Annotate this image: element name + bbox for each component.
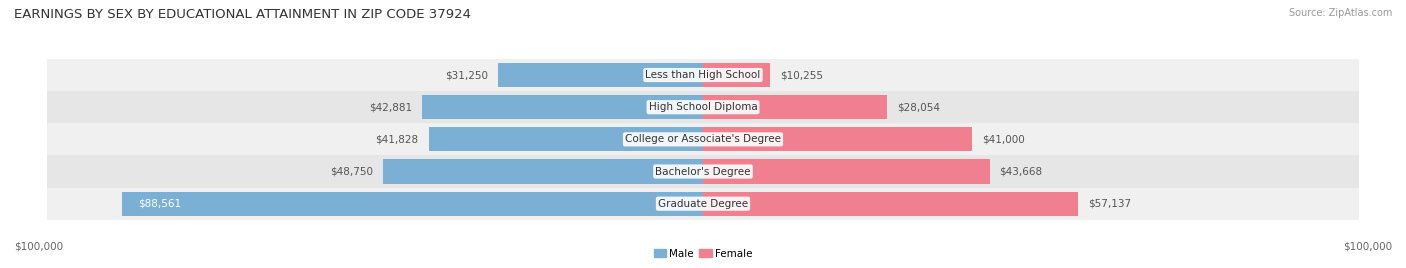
Text: $43,668: $43,668 [1000, 166, 1042, 177]
Text: $42,881: $42,881 [368, 102, 412, 112]
Bar [122, 192, 703, 216]
Text: Graduate Degree: Graduate Degree [658, 199, 748, 209]
Bar [498, 63, 703, 87]
Text: $100,000: $100,000 [1343, 241, 1392, 251]
Text: Bachelor's Degree: Bachelor's Degree [655, 166, 751, 177]
Text: $57,137: $57,137 [1088, 199, 1130, 209]
Bar [46, 155, 1360, 188]
Bar [46, 123, 1360, 155]
Text: EARNINGS BY SEX BY EDUCATIONAL ATTAINMENT IN ZIP CODE 37924: EARNINGS BY SEX BY EDUCATIONAL ATTAINMEN… [14, 8, 471, 21]
Text: $28,054: $28,054 [897, 102, 941, 112]
Legend: Male, Female: Male, Female [650, 244, 756, 263]
Bar [703, 159, 990, 184]
Bar [46, 188, 1360, 220]
Text: $41,000: $41,000 [981, 134, 1025, 144]
Text: $41,828: $41,828 [375, 134, 419, 144]
Text: $10,255: $10,255 [780, 70, 823, 80]
Text: High School Diploma: High School Diploma [648, 102, 758, 112]
Bar [703, 95, 887, 119]
Text: $88,561: $88,561 [138, 199, 181, 209]
Bar [382, 159, 703, 184]
Text: $100,000: $100,000 [14, 241, 63, 251]
Bar [703, 63, 770, 87]
Bar [46, 91, 1360, 123]
Text: College or Associate's Degree: College or Associate's Degree [626, 134, 780, 144]
Bar [429, 127, 703, 151]
Bar [46, 59, 1360, 91]
Text: Less than High School: Less than High School [645, 70, 761, 80]
Bar [703, 192, 1078, 216]
Text: Source: ZipAtlas.com: Source: ZipAtlas.com [1288, 8, 1392, 18]
Text: $31,250: $31,250 [446, 70, 488, 80]
Bar [703, 127, 972, 151]
Bar [422, 95, 703, 119]
Text: $48,750: $48,750 [330, 166, 373, 177]
